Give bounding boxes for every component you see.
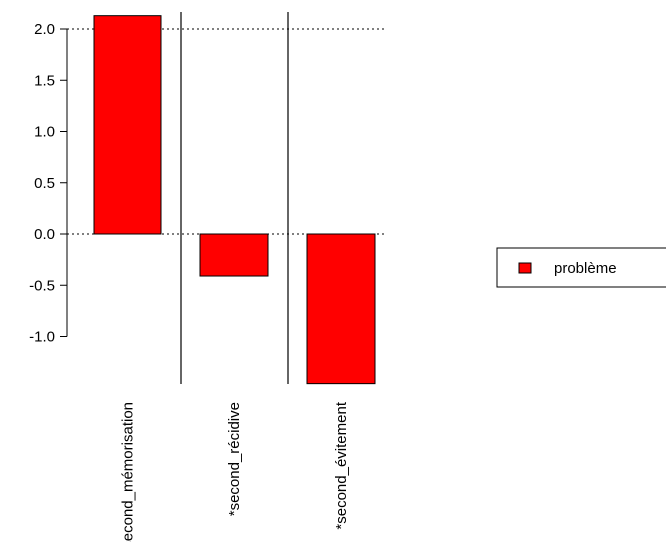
- y-axis: 2.0 1.5 1.0 0.5 0.0 -0.5 -1.0: [29, 21, 68, 346]
- category-separators: [180, 12, 289, 384]
- category-labels: *second_mémorisation *second_récidive *sec…: [120, 401, 351, 542]
- y-tick-label: 2.0: [34, 21, 55, 38]
- bar: [93, 15, 162, 235]
- legend-swatch: [518, 262, 532, 274]
- x-category-label: *second_mémorisation: [120, 402, 137, 542]
- x-category-label: *second_évitement: [333, 401, 350, 529]
- y-tick-label: -1.0: [29, 329, 55, 346]
- bars: [93, 15, 376, 385]
- legend-label: problème: [554, 260, 617, 277]
- y-tick-label: 0.5: [34, 175, 55, 192]
- bar: [199, 233, 269, 277]
- y-tick-label: 0.0: [34, 226, 55, 243]
- y-tick-label: 1.5: [34, 72, 55, 89]
- x-category-label: *second_récidive: [226, 402, 243, 516]
- y-tick-label: -0.5: [29, 277, 55, 294]
- bar: [306, 233, 376, 385]
- y-tick-label: 1.0: [34, 124, 55, 141]
- legend: problème: [496, 247, 666, 288]
